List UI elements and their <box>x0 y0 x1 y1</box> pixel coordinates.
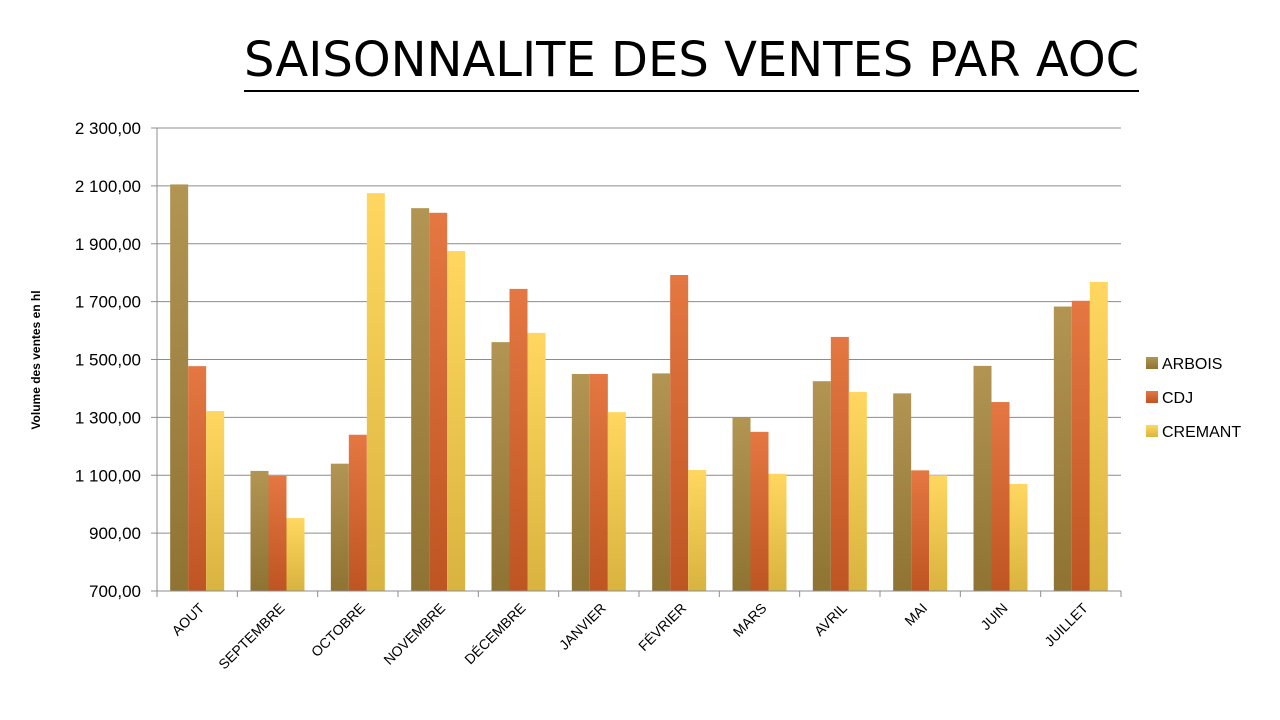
bar-cdj-3 <box>429 212 448 592</box>
bar-cdj-5 <box>589 373 608 591</box>
bar-cremant-6 <box>688 470 707 591</box>
legend-label-cremant: CREMANT <box>1162 424 1241 441</box>
bar-cdj-9 <box>911 470 930 591</box>
bar-cremant-5 <box>607 412 626 591</box>
y-axis-ticks: 700,00 900,00 1 100,00 1 300,00 1 500,00 1 70… <box>75 119 157 601</box>
y-tick-label: 1 500,00 <box>75 351 141 370</box>
x-axis <box>156 128 1122 597</box>
bar-cdj-2 <box>348 434 367 591</box>
y-tick-label: 900,00 <box>89 524 141 543</box>
bar-cremant-1 <box>286 518 305 591</box>
x-tick-label: SEPTEMBRE <box>215 600 287 672</box>
bar-cremant-10 <box>1009 483 1028 591</box>
bar-arbois-2 <box>330 463 349 591</box>
x-tick-label: DÉCEMBRE <box>461 600 528 667</box>
legend-swatch-arbois <box>1146 357 1158 369</box>
x-tick-label: OCTOBRE <box>308 600 368 660</box>
chart-title: SAISONNALITE DES VENTES PAR AOC <box>244 30 1140 92</box>
x-tick-label: JANVIER <box>556 600 609 653</box>
bar-cremant-0 <box>206 411 225 591</box>
bar-arbois-6 <box>652 373 671 591</box>
legend-label-cdj: CDJ <box>1162 390 1193 407</box>
bar-cremant-3 <box>447 250 466 591</box>
bar-cdj-6 <box>670 275 689 591</box>
x-tick-label: AOUT <box>168 599 207 638</box>
bar-arbois-4 <box>491 342 510 591</box>
y-axis-label: Volume des ventes en hl <box>29 290 43 429</box>
x-tick-label: JUILLET <box>1041 599 1091 649</box>
x-tick-label: MAI <box>901 600 930 629</box>
y-tick-label: 2 300,00 <box>75 119 141 138</box>
bar-cdj-11 <box>1071 300 1090 591</box>
x-tick-label: JUIN <box>977 600 1010 633</box>
bar-arbois-9 <box>893 393 912 591</box>
y-tick-label: 1 300,00 <box>75 408 141 427</box>
x-tick-label: AVRIL <box>811 600 850 639</box>
bar-arbois-8 <box>812 381 831 591</box>
bar-cdj-4 <box>509 288 528 591</box>
y-tick-label: 700,00 <box>89 582 141 601</box>
legend: ARBOIS CDJ CREMANT <box>1146 356 1241 441</box>
y-tick-label: 1 700,00 <box>75 293 141 312</box>
bar-arbois-5 <box>571 373 590 591</box>
bar-arbois-10 <box>973 365 992 591</box>
bar-cdj-10 <box>991 402 1010 591</box>
bar-cdj-7 <box>750 431 769 591</box>
bar-cdj-0 <box>188 366 207 591</box>
bar-cremant-4 <box>527 332 546 591</box>
bar-cremant-9 <box>929 475 948 591</box>
bar-cremant-8 <box>848 391 867 591</box>
x-tick-label: MARS <box>730 600 770 640</box>
bar-arbois-3 <box>411 208 430 592</box>
bar-arbois-11 <box>1053 306 1072 591</box>
x-tick-label: FÉVRIER <box>635 600 689 654</box>
bar-cdj-8 <box>830 336 849 591</box>
y-tick-label: 2 100,00 <box>75 177 141 196</box>
bar-arbois-7 <box>732 417 751 591</box>
bar-arbois-1 <box>250 470 269 591</box>
bar-cremant-2 <box>366 193 385 591</box>
y-tick-label: 1 100,00 <box>75 466 141 485</box>
x-tick-label: NOVEMBRE <box>380 600 448 668</box>
bar-cremant-7 <box>768 473 787 591</box>
bar-cdj-1 <box>268 475 287 591</box>
x-axis-labels: AOUT SEPTEMBRE OCTOBRE NOVEMBRE DÉCEMBRE JANV… <box>168 599 1091 672</box>
y-tick-label: 1 900,00 <box>75 235 141 254</box>
legend-swatch-cdj <box>1146 391 1158 403</box>
bars <box>170 184 1108 592</box>
legend-label-arbois: ARBOIS <box>1162 356 1222 373</box>
legend-swatch-cremant <box>1146 425 1158 437</box>
bar-cremant-11 <box>1089 281 1108 591</box>
bar-arbois-0 <box>170 184 189 591</box>
